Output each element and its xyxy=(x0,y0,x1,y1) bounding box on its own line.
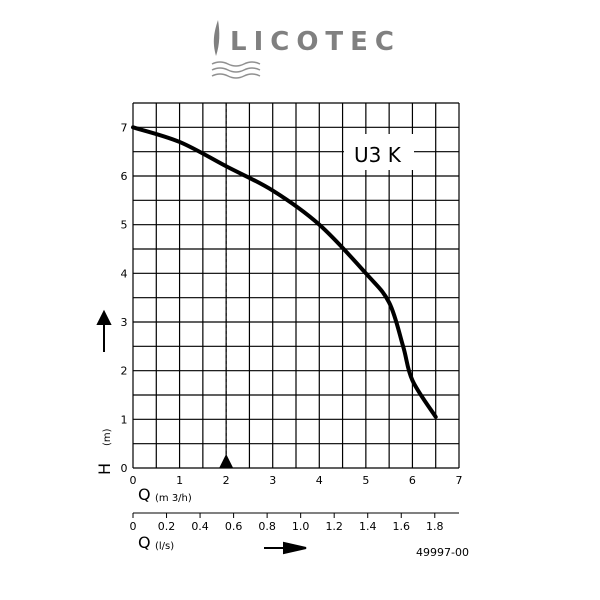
secondary-tick-label: 1.0 xyxy=(292,520,310,533)
secondary-x-unit: (l/s) xyxy=(155,541,174,552)
x-tick-label: 6 xyxy=(409,474,416,487)
x-tick-label: 2 xyxy=(223,474,230,487)
secondary-tick-label: 1.4 xyxy=(359,520,377,533)
y-axis-label: H xyxy=(95,463,114,475)
y-tick-label: 6 xyxy=(121,170,128,183)
secondary-tick-label: 0.6 xyxy=(225,520,243,533)
secondary-x-label: Q xyxy=(138,533,151,552)
licotec-logo: LICOTEC xyxy=(211,20,401,79)
secondary-tick-label: 0.8 xyxy=(258,520,276,533)
y-tick-label: 0 xyxy=(121,462,128,475)
tick-labels: 0 1 2 3 4 5 6 7 0 1 2 3 4 5 6 7 xyxy=(121,121,463,487)
x-axis-label: Q xyxy=(138,485,151,504)
marker-triangle-icon xyxy=(219,454,234,468)
y-tick-label: 1 xyxy=(121,413,128,426)
x-tick-label: 3 xyxy=(269,474,276,487)
x-arrow-icon xyxy=(264,541,307,555)
secondary-tick-label: 0.2 xyxy=(158,520,176,533)
secondary-tick-label: 1.8 xyxy=(426,520,444,533)
y-tick-label: 4 xyxy=(121,267,128,280)
waves-icon xyxy=(211,61,261,79)
logo-text: LICOTEC xyxy=(230,27,401,57)
y-tick-label: 7 xyxy=(121,121,128,134)
x-tick-label: 1 xyxy=(176,474,183,487)
y-arrow-icon xyxy=(96,309,112,352)
x-tick-label: 4 xyxy=(316,474,323,487)
secondary-tick-label: 1.2 xyxy=(325,520,343,533)
flame-icon xyxy=(213,20,220,56)
y-axis-unit: (m) xyxy=(102,428,113,446)
curve-label-bg xyxy=(344,134,414,170)
x-tick-label: 7 xyxy=(456,474,463,487)
secondary-tick-labels: 0 0.2 0.4 0.6 0.8 1.0 1.2 1.4 1.6 1.8 xyxy=(130,513,444,533)
secondary-tick-label: 1.6 xyxy=(393,520,411,533)
curve-label: U3 K xyxy=(354,143,402,167)
secondary-tick-label: 0 xyxy=(130,520,137,533)
x-tick-label: 5 xyxy=(362,474,369,487)
x-axis-unit: (m 3/h) xyxy=(155,493,192,504)
y-tick-label: 5 xyxy=(121,219,128,232)
pump-curve-line xyxy=(131,125,438,419)
y-tick-label: 3 xyxy=(121,316,128,329)
x-tick-label: 0 xyxy=(130,474,137,487)
reference-number: 49997-00 xyxy=(416,546,469,559)
secondary-tick-label: 0.4 xyxy=(191,520,209,533)
y-tick-label: 2 xyxy=(121,365,128,378)
